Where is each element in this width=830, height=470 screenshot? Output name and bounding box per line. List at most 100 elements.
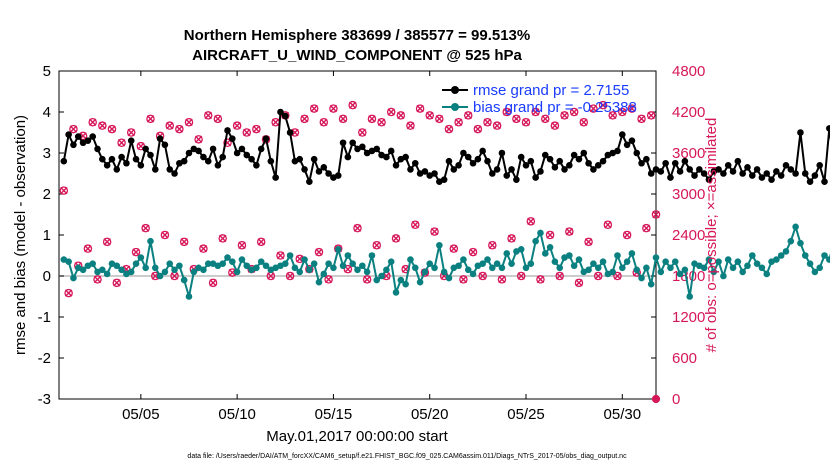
obs-possible-point — [242, 128, 252, 137]
obs-assimilated-point — [324, 275, 333, 284]
bias-point — [662, 258, 669, 265]
x-tick-label: 05/30 — [604, 406, 642, 423]
left-tick-label: -3 — [38, 391, 51, 408]
rmse-point — [551, 164, 559, 171]
bias-point — [166, 260, 174, 268]
obs-assimilated-point — [271, 118, 280, 126]
rmse-point — [286, 129, 294, 136]
obs-possible-point — [415, 104, 425, 113]
obs-assimilated-point — [392, 234, 400, 243]
obs-assimilated-point — [117, 139, 126, 147]
obs-assimilated-point — [512, 115, 521, 123]
rmse-point — [474, 155, 482, 163]
bias-point — [219, 260, 226, 268]
obs-possible-point — [550, 121, 560, 130]
bias-point — [156, 272, 164, 280]
obs-possible-point — [165, 121, 174, 130]
bias-point — [229, 258, 236, 265]
rmse-point — [219, 153, 226, 161]
bias-point — [296, 268, 304, 276]
bias-point — [70, 274, 77, 282]
obs-possible-point — [541, 114, 550, 124]
obs-assimilated-point — [151, 272, 159, 280]
obs-possible-point — [208, 278, 218, 288]
bias-point — [609, 268, 616, 276]
rmse-point — [657, 168, 665, 175]
obs-possible-point — [435, 114, 444, 124]
bias-point — [113, 262, 121, 270]
obs-assimilated-point — [546, 231, 554, 239]
obs-assimilated-point — [132, 248, 140, 256]
obs-assimilated-point — [175, 125, 184, 133]
bias-point — [667, 264, 674, 272]
obs-assimilated-point — [541, 115, 549, 123]
bias-point — [354, 266, 361, 274]
left-tick-label: -1 — [38, 309, 51, 326]
bias-point — [137, 254, 145, 261]
legend-bias-label: bias grand pr = -0.25388 — [473, 99, 637, 116]
obs-assimilated-point — [522, 118, 530, 126]
rmse-point — [320, 164, 328, 171]
obs-possible-point — [377, 118, 386, 127]
bias-point — [233, 268, 241, 276]
bias-point — [647, 280, 655, 288]
bias-point — [729, 264, 737, 272]
bias-point — [758, 264, 766, 272]
obs-possible-point — [358, 128, 367, 137]
obs-assimilated-point — [161, 231, 169, 239]
rmse-point — [94, 145, 101, 153]
obs-assimilated-point — [64, 289, 73, 297]
obs-possible-point — [319, 118, 329, 127]
bias-point — [671, 258, 679, 265]
bias-point — [599, 258, 607, 265]
rmse-point — [108, 155, 116, 163]
obs-possible-point — [613, 271, 622, 281]
rmse-point — [792, 170, 799, 177]
obs-possible-point — [146, 114, 155, 124]
obs-assimilated-point — [551, 121, 559, 130]
bias-point — [484, 256, 491, 263]
rmse-point — [464, 153, 472, 161]
right-tick-label: 3000 — [672, 186, 705, 203]
y-axis-label-left: rmse and bias (model - observation) — [12, 115, 29, 355]
obs-assimilated-point — [498, 275, 506, 284]
rmse-point — [229, 135, 236, 142]
obs-possible-point — [184, 118, 194, 127]
obs-assimilated-point — [531, 108, 540, 116]
obs-possible-point — [521, 118, 531, 127]
obs-possible-point — [627, 104, 637, 113]
obs-assimilated-point — [493, 121, 501, 130]
obs-assimilated-point — [180, 238, 188, 246]
obs-possible-point — [512, 114, 521, 124]
obs-assimilated-point — [426, 111, 434, 120]
rmse-point — [676, 168, 684, 175]
rmse-point — [633, 149, 641, 157]
obs-assimilated-point — [291, 128, 299, 137]
obs-assimilated-point — [353, 224, 362, 232]
obs-possible-point — [651, 394, 661, 404]
bias-point — [132, 260, 140, 268]
bias-point — [416, 278, 424, 286]
bias-point — [633, 266, 641, 274]
bias-point — [344, 252, 352, 259]
right-tick-label: 0 — [672, 391, 680, 408]
bias-point — [407, 256, 414, 263]
obs-assimilated-point — [618, 108, 626, 116]
rmse-point — [777, 172, 785, 179]
obs-possible-point — [483, 118, 492, 127]
rmse-point — [306, 178, 313, 185]
bias-point — [421, 268, 429, 276]
rmse-point — [142, 145, 149, 153]
rmse-point — [277, 108, 284, 116]
obs-assimilated-point — [430, 227, 439, 236]
obs-assimilated-point — [108, 125, 116, 133]
obs-possible-point — [64, 288, 73, 298]
bias-point — [546, 244, 554, 251]
left-axis-ticks: -3 -2 -1 0 1 2 3 4 5 — [38, 63, 64, 408]
bias-point — [618, 264, 626, 272]
bias-point — [527, 260, 535, 268]
obs-possible-point — [256, 237, 266, 247]
obs-possible-point — [425, 111, 434, 120]
rmse-point — [445, 157, 453, 165]
rmse-point — [498, 149, 506, 157]
